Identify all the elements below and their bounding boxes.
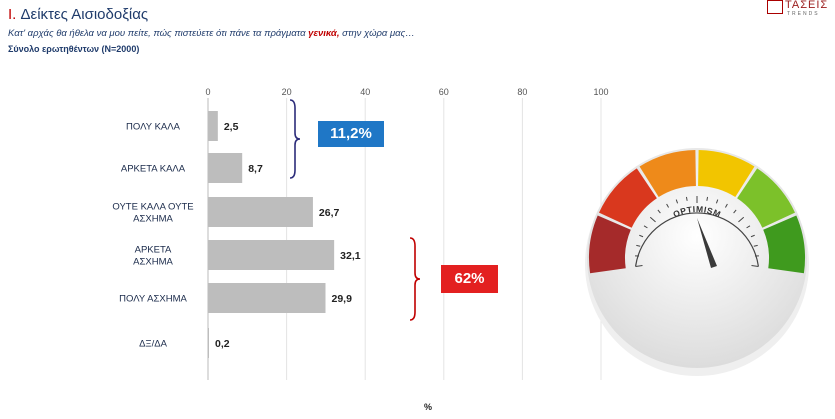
x-tick-label: 60 [439, 87, 449, 97]
page-title: I. Δείκτες Αισιοδοξίας [8, 6, 148, 23]
gauge-segment [698, 150, 755, 198]
data-label: 29,9 [332, 293, 353, 305]
bar [208, 283, 326, 313]
negative-bracket [409, 237, 421, 321]
gauge-segment [737, 168, 795, 228]
gauge-tick [657, 209, 661, 214]
x-tick-label: 40 [360, 87, 370, 97]
gauge-needle [697, 218, 717, 268]
question-text: Κατ' αρχάς θα ήθελα να μου πείτε, πώς πι… [8, 28, 415, 39]
category-label: ΠΟΛΥ ΚΑΛΑ [126, 122, 181, 133]
gauge-tick [666, 203, 670, 208]
gauge-tick [738, 216, 745, 223]
bar [208, 197, 313, 227]
gauge-tick [733, 209, 737, 214]
gauge-segment [639, 150, 696, 198]
logo-subtitle: TRENDS [787, 11, 820, 17]
brand-logo: ΤΑΣΕΙΣ TRENDS [767, 0, 829, 17]
sample-note: Σύνολο ερωτηθέντων (N=2000) [8, 44, 140, 54]
question-part-2: στην χώρα μας… [339, 28, 415, 39]
logo-name: ΤΑΣΕΙΣ [785, 0, 829, 11]
bar [208, 153, 243, 183]
title-text: Δείκτες Αισιοδοξίας [20, 6, 149, 23]
gauge-tick [635, 265, 643, 267]
gauge-tick [675, 199, 679, 204]
x-tick-label: 0 [205, 87, 210, 97]
gauge-segment [763, 215, 805, 274]
question-part-1: Κατ' αρχάς θα ήθελα να μου πείτε, πώς πι… [8, 28, 309, 39]
gauge-tick [750, 234, 755, 238]
data-label: 0,2 [215, 338, 230, 350]
category-label: ΠΟΛΥ ΑΣΧΗΜΑ [119, 294, 187, 305]
gauge-label: OPTIMISM [671, 204, 722, 220]
category-label: ΑΣΧΗΜΑ [133, 257, 173, 268]
gauge-tick [715, 199, 719, 204]
gauge-tick [751, 265, 759, 267]
x-tick-label: 80 [517, 87, 527, 97]
x-tick-label: 100 [593, 87, 608, 97]
gauge-tick [746, 225, 751, 229]
category-label: ΑΡΚΕΤΑ ΚΑΛΑ [121, 164, 186, 175]
gauge-tick [724, 203, 728, 208]
data-label: 26,7 [319, 207, 340, 219]
x-axis-label: % [424, 402, 433, 412]
gauge-tick [636, 244, 641, 247]
gauge-tick [706, 196, 709, 201]
question-highlight: γενικά, [308, 28, 340, 39]
negative-total-badge: 62% [441, 265, 498, 293]
gauge-tick [685, 196, 688, 201]
category-label: ΑΡΚΕΤΑ [135, 245, 172, 256]
gauge-tick [643, 225, 648, 229]
logo-mark [767, 0, 783, 14]
category-label: ΔΞ/ΔΑ [139, 339, 168, 350]
bar [208, 328, 209, 358]
gauge-segment [599, 168, 657, 228]
positive-bracket [289, 99, 301, 179]
bar [208, 240, 335, 270]
gauge-tick [639, 234, 644, 238]
x-tick-label: 20 [282, 87, 292, 97]
gauge-tick [753, 244, 758, 247]
positive-total-badge: 11,2% [318, 121, 384, 147]
category-label: ΑΣΧΗΜΑ [133, 214, 173, 225]
gauge-segment [589, 215, 631, 274]
title-number: I. [8, 6, 17, 23]
data-label: 2,5 [224, 121, 239, 133]
data-label: 8,7 [248, 163, 263, 175]
data-label: 32,1 [340, 250, 361, 262]
gauge-tick [649, 216, 656, 223]
gauge-scale [634, 212, 760, 267]
bar [208, 111, 218, 141]
category-label: ΟΥΤΕ ΚΑΛΑ ΟΥΤΕ [112, 202, 193, 213]
